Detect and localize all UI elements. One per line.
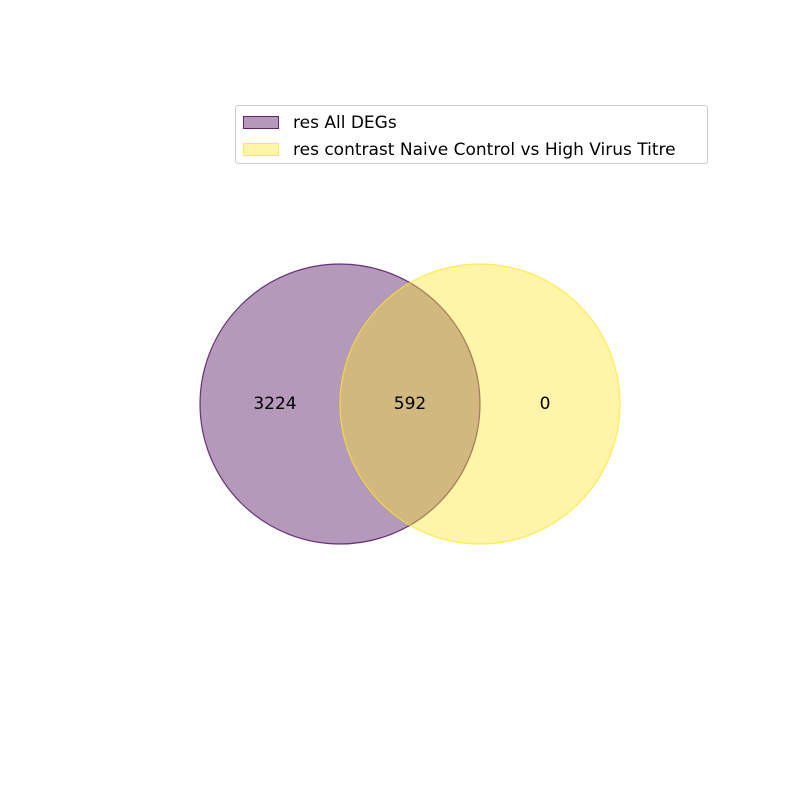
legend-entry-set-1: res All DEGs bbox=[243, 109, 707, 136]
legend-label-set-1: res All DEGs bbox=[293, 112, 397, 133]
region-only-set-1-count: 3224 bbox=[253, 394, 296, 414]
region-only-set-2-count: 0 bbox=[540, 394, 551, 414]
set-2-circle bbox=[339, 263, 621, 545]
region-intersection-count: 592 bbox=[394, 394, 426, 414]
legend-swatch-set-1 bbox=[243, 116, 279, 129]
legend-label-set-2: res contrast Naive Control vs High Virus… bbox=[293, 139, 676, 160]
legend-swatch-set-2 bbox=[243, 143, 279, 156]
legend: res All DEGs res contrast Naive Control … bbox=[235, 105, 708, 164]
legend-entry-set-2: res contrast Naive Control vs High Virus… bbox=[243, 136, 707, 163]
